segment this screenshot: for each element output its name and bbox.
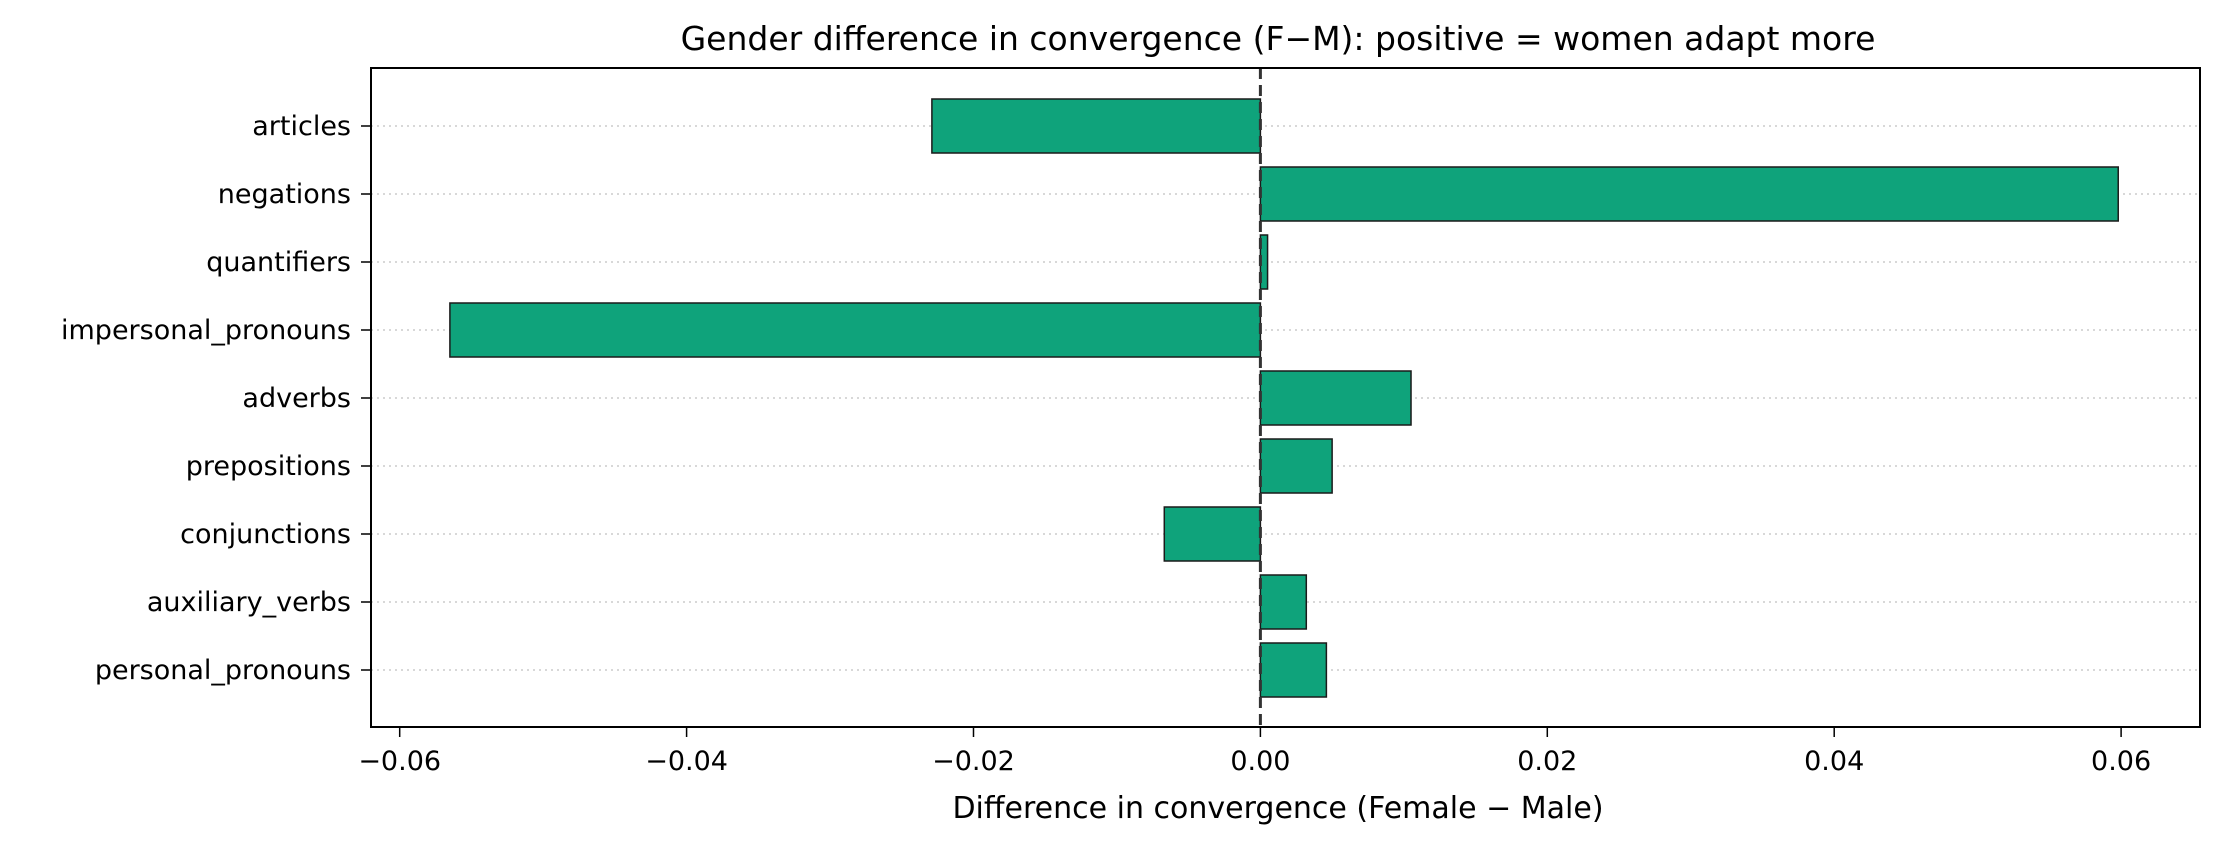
x-tick-label: 0.04 [1804,746,1864,777]
x-tick-label: −0.04 [645,746,728,777]
y-tick-label-auxiliary-verbs: auxiliary_verbs [147,587,351,618]
bar-prepositions [1259,438,1333,494]
y-tick-label-quantifiers: quantifiers [206,247,351,278]
bar-negations [1259,166,2119,222]
y-tick-label-adverbs: adverbs [242,383,351,414]
x-tick-label: 0.06 [2091,746,2151,777]
y-tick-label-personal-pronouns: personal_pronouns [95,655,351,686]
y-tick-label-impersonal-pronouns: impersonal_pronouns [61,315,351,346]
bar-layer [449,98,2119,698]
bar-adverbs [1259,370,1412,426]
x-tick-label: −0.02 [932,746,1015,777]
x-tick-label: 0.02 [1517,746,1577,777]
bar-conjunctions [1163,506,1262,562]
y-tick-label-conjunctions: conjunctions [180,519,351,550]
chart-title: Gender difference in convergence (F−M): … [681,19,1876,58]
y-tick-label-negations: negations [218,179,351,210]
bar-auxiliary-verbs [1259,574,1308,630]
x-axis: −0.06 −0.04 −0.02 0.00 0.02 0.04 0.06 [358,727,2151,777]
bar-articles [931,98,1262,154]
bar-personal-pronouns [1259,642,1328,698]
y-tick-label-prepositions: prepositions [186,451,351,482]
y-tick-label-articles: articles [252,111,351,142]
y-axis: articles negations quantifiers impersonal_p… [61,111,371,686]
x-tick-label: 0.00 [1230,746,1290,777]
x-tick-label: −0.06 [358,746,441,777]
x-axis-label: Difference in convergence (Female − Male… [952,791,1603,826]
bar-impersonal-pronouns [449,302,1262,358]
